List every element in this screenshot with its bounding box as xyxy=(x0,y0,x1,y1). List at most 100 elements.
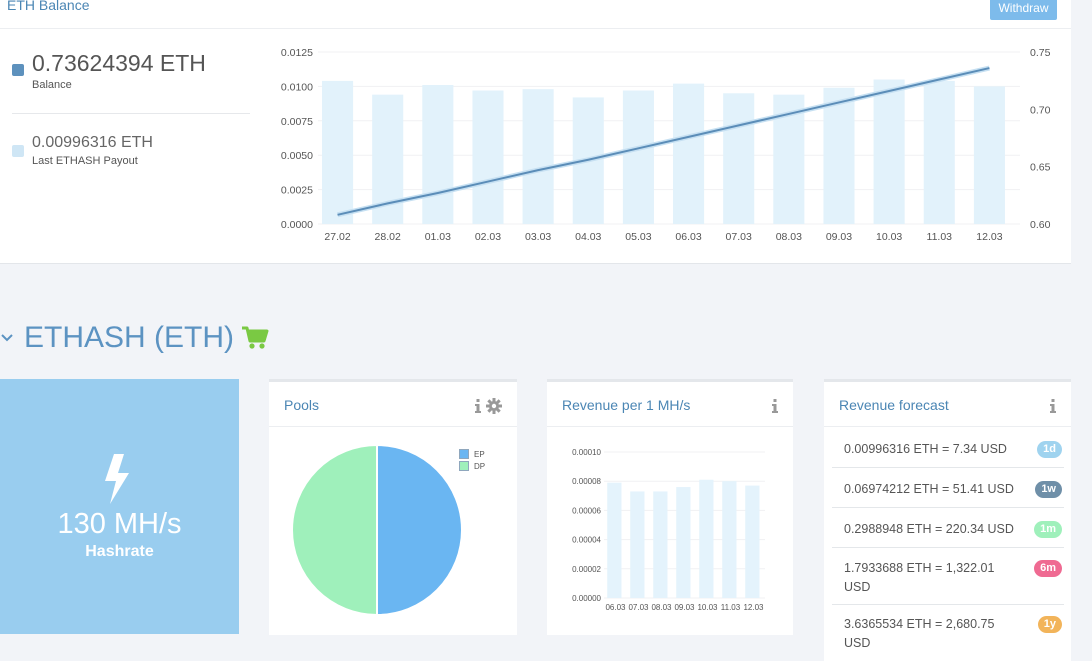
balance-bar xyxy=(873,79,905,224)
y-tick-label: 0.00000 xyxy=(572,594,601,603)
info-icon[interactable] xyxy=(474,399,482,413)
stat-divider xyxy=(12,113,250,114)
y-tick-label-left: 0.0075 xyxy=(281,116,313,128)
y-tick-label: 0.00008 xyxy=(572,477,601,486)
info-icon[interactable] xyxy=(1049,399,1057,413)
revenue-card-header: Revenue per 1 MH/s xyxy=(547,382,793,427)
forecast-row-text: 0.2988948 ETH = 220.34 USD xyxy=(844,522,1014,536)
x-tick-label: 12.03 xyxy=(976,231,1002,243)
balance-panel-header: ETH Balance Withdraw xyxy=(0,0,1071,29)
revenue-bar-chart: 0.00000 0.00002 0.00004 0.00006 0.00008 0.000… xyxy=(572,448,765,612)
balance-line xyxy=(337,67,990,216)
withdraw-button[interactable]: Withdraw xyxy=(990,0,1057,20)
x-tick-label: 01.03 xyxy=(425,231,451,243)
x-tick-label: 07.03 xyxy=(726,231,752,243)
y-tick-label-right: 0.75 xyxy=(1030,47,1051,59)
x-tick-label: 28.02 xyxy=(375,231,401,243)
balance-bar xyxy=(422,85,454,224)
balance-bar xyxy=(472,90,504,224)
y-tick-label-left: 0.0000 xyxy=(281,219,313,231)
y-tick-label-left: 0.0125 xyxy=(281,47,313,59)
balance-bar xyxy=(923,80,955,224)
x-tick-label: 12.03 xyxy=(743,603,764,612)
x-tick-label: 05.03 xyxy=(625,231,651,243)
period-badge-1y[interactable]: 1y xyxy=(1037,616,1062,633)
x-tick-label: 06.03 xyxy=(605,603,626,612)
x-tick-label: 10.03 xyxy=(697,603,718,612)
cart-icon[interactable] xyxy=(241,325,269,351)
x-tick-label: 09.03 xyxy=(674,603,695,612)
period-badge-6m[interactable]: 6m xyxy=(1034,560,1062,577)
bolt-icon xyxy=(105,454,129,504)
revenue-bar xyxy=(722,481,737,598)
forecast-row-text: 3.6365534 ETH = 2,680.75 USD xyxy=(844,617,995,650)
y-tick-label: 0.00010 xyxy=(572,448,601,457)
forecast-card-title: Revenue forecast xyxy=(839,397,949,413)
pie-slice-dp xyxy=(291,443,378,617)
x-tick-label: 03.03 xyxy=(525,231,551,243)
y-tick-label-right: 0.65 xyxy=(1030,162,1051,174)
legend-swatch-dp xyxy=(459,461,469,471)
y-tick-label-right: 0.70 xyxy=(1030,104,1051,116)
payout-legend-swatch xyxy=(12,145,24,157)
pools-card-title: Pools xyxy=(284,397,320,413)
y-tick-label-left: 0.0025 xyxy=(281,185,313,197)
period-badge-1d[interactable]: 1d xyxy=(1037,441,1062,458)
balance-label: Balance xyxy=(32,79,72,91)
forecast-row-text: 1.7933688 ETH = 1,322.01 USD xyxy=(844,561,995,594)
x-tick-label: 04.03 xyxy=(575,231,601,243)
revenue-bar xyxy=(676,487,691,598)
balance-value: 0.73624394 ETH xyxy=(32,50,206,76)
x-tick-label: 11.03 xyxy=(927,231,953,243)
revenue-bar xyxy=(607,482,622,598)
legend-label-ep: EP xyxy=(474,449,485,459)
legend-label-dp: DP xyxy=(474,461,486,471)
revenue-card-title: Revenue per 1 MH/s xyxy=(562,397,691,413)
forecast-row-text: 0.00996316 ETH = 7.34 USD xyxy=(844,442,1007,456)
revenue-bar xyxy=(653,491,668,598)
period-badge-1m[interactable]: 1m xyxy=(1034,521,1062,538)
forecast-row-1w: 0.06974212 ETH = 51.41 USD 1w xyxy=(832,468,1064,508)
legend-swatch-ep xyxy=(459,449,469,459)
revenue-card: Revenue per 1 MH/s 0.00000 0.00002 0.00004… xyxy=(547,379,793,635)
pools-legend: EP DP xyxy=(459,448,485,472)
chevron-down-icon[interactable] xyxy=(0,331,14,345)
revenue-bar xyxy=(630,491,645,598)
forecast-row-6m: 1.7933688 ETH = 1,322.01 USD 6m xyxy=(832,548,1064,605)
period-badge-1w[interactable]: 1w xyxy=(1035,481,1062,498)
y-tick-label: 0.00006 xyxy=(572,506,601,515)
x-tick-label: 08.03 xyxy=(651,603,672,612)
gear-icon[interactable] xyxy=(486,398,502,414)
balance-panel-title: ETH Balance xyxy=(7,0,90,13)
pools-pie-chart xyxy=(291,443,463,617)
x-tick-label: 27.02 xyxy=(324,231,350,243)
balance-chart: 0.0000 0.0025 0.0050 0.0075 0.0100 0.0125 0.60… xyxy=(281,47,1051,243)
balance-bar xyxy=(673,83,705,224)
revenue-bar xyxy=(745,485,760,598)
balance-bar xyxy=(973,86,1005,225)
pie-slice-ep xyxy=(376,443,463,617)
x-tick-label: 07.03 xyxy=(628,603,649,612)
balance-bar xyxy=(723,93,755,224)
x-tick-label: 08.03 xyxy=(776,231,802,243)
payout-label: Last ETHASH Payout xyxy=(32,155,138,167)
balance-bar xyxy=(823,87,855,224)
balance-bar xyxy=(522,89,554,224)
forecast-row-1m: 0.2988948 ETH = 220.34 USD 1m xyxy=(832,508,1064,548)
x-tick-label: 11.03 xyxy=(721,603,741,612)
x-tick-label: 02.03 xyxy=(475,231,501,243)
balance-legend-swatch xyxy=(12,64,24,76)
revenue-bar xyxy=(699,479,714,598)
balance-bar xyxy=(322,80,354,224)
balance-bar xyxy=(622,90,654,224)
forecast-row-1d: 0.00996316 ETH = 7.34 USD 1d xyxy=(832,428,1064,468)
info-icon[interactable] xyxy=(771,399,779,413)
y-tick-label: 0.00002 xyxy=(572,565,601,574)
pools-card-header: Pools xyxy=(269,382,517,427)
hashrate-value: 130 MH/s xyxy=(57,508,182,540)
x-tick-label: 06.03 xyxy=(675,231,701,243)
eth-balance-panel: ETH Balance Withdraw 0.73624394 ETH Bala… xyxy=(0,0,1071,264)
x-tick-label: 10.03 xyxy=(876,231,902,243)
forecast-card-header: Revenue forecast xyxy=(824,382,1071,427)
y-tick-label-right: 0.60 xyxy=(1030,219,1051,231)
